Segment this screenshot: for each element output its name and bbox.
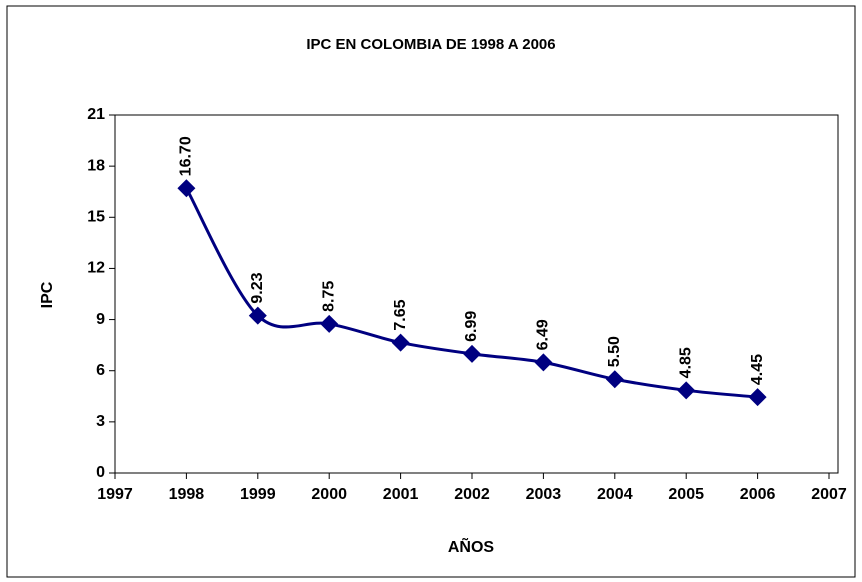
marker <box>534 353 553 372</box>
plot-frame <box>114 114 839 474</box>
chart-title: IPC EN COLOMBIA DE 1998 A 2006 <box>306 36 555 53</box>
x-tick-label: 1999 <box>240 486 276 503</box>
data-label: 6.99 <box>463 311 480 342</box>
data-label: 6.49 <box>535 319 552 350</box>
marker <box>320 314 339 333</box>
marker <box>248 306 267 325</box>
marker <box>605 370 624 389</box>
x-tick-label: 1998 <box>169 486 205 503</box>
data-label: 9.23 <box>249 272 266 303</box>
data-label: 8.75 <box>320 281 337 312</box>
x-tick-label: 2006 <box>740 486 776 503</box>
y-tick-label: 9 <box>96 311 105 328</box>
marker <box>748 388 767 407</box>
y-tick-label: 15 <box>87 209 105 226</box>
data-label: 16.70 <box>178 136 195 176</box>
data-label: 7.65 <box>392 299 409 330</box>
x-tick-label: 2001 <box>383 486 419 503</box>
marker <box>463 344 481 363</box>
y-tick-label: 0 <box>96 464 105 481</box>
x-tick-label: 2004 <box>597 486 633 503</box>
x-tick-label: 2002 <box>454 486 490 503</box>
marker <box>391 333 410 352</box>
x-axis-label: AÑOS <box>448 536 495 556</box>
y-tick-label: 6 <box>96 362 105 379</box>
y-tick-label: 12 <box>87 260 105 277</box>
x-tick-label: 1997 <box>97 486 133 503</box>
x-tick-label: 2003 <box>526 486 562 503</box>
y-tick-label: 18 <box>87 157 105 174</box>
data-label: 5.50 <box>606 336 623 367</box>
data-label: 4.85 <box>677 347 694 378</box>
marker <box>677 381 696 400</box>
x-tick-label: 2005 <box>668 486 704 503</box>
y-tick-label: 3 <box>96 413 105 430</box>
marker <box>177 179 196 198</box>
x-tick-label: 2000 <box>311 486 347 503</box>
data-label: 4.45 <box>749 354 766 385</box>
y-axis-label: IPC <box>39 281 56 308</box>
y-tick-label: 21 <box>87 106 105 123</box>
x-tick-label: 2007 <box>811 486 847 503</box>
